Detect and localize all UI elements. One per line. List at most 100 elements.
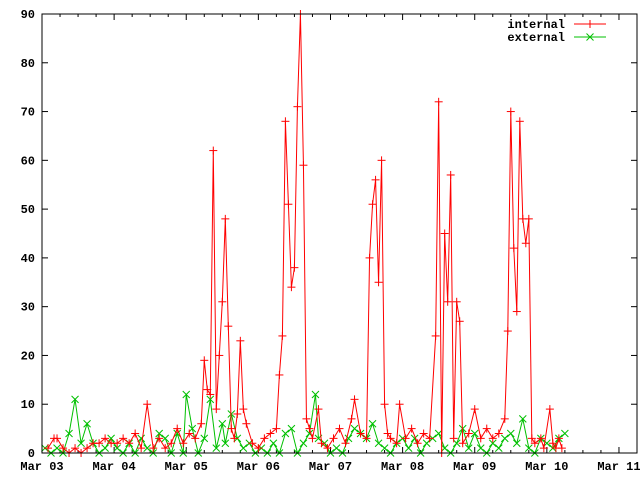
- data-point-external: [494, 444, 503, 452]
- data-point-internal: [239, 405, 248, 414]
- data-point-internal: [143, 400, 152, 409]
- data-point-internal: [371, 175, 380, 184]
- data-point-internal: [335, 424, 344, 433]
- data-point-external: [561, 429, 569, 438]
- y-tick-label: 20: [21, 349, 35, 363]
- x-tick-label: Mar 05: [165, 460, 208, 474]
- data-point-internal: [488, 434, 497, 443]
- x-tick-label: Mar 10: [525, 460, 568, 474]
- data-point-internal: [545, 405, 554, 414]
- data-point-internal: [161, 444, 170, 453]
- data-point-internal: [281, 117, 290, 126]
- x-tick-label: Mar 03: [20, 460, 63, 474]
- data-point-internal: [248, 439, 257, 448]
- data-point-external: [173, 429, 182, 438]
- y-tick-label: 80: [21, 57, 35, 71]
- data-point-external: [299, 439, 308, 448]
- plot-border: [41, 13, 638, 454]
- data-point-external: [239, 444, 248, 452]
- legend: internal external: [507, 18, 606, 45]
- y-tick-label: 30: [21, 301, 35, 315]
- legend-label-external: external: [507, 31, 565, 45]
- data-point-internal: [401, 434, 410, 443]
- data-point-internal: [494, 429, 503, 438]
- data-point-internal: [95, 439, 104, 448]
- data-point-internal: [131, 429, 140, 438]
- data-point-external: [71, 395, 79, 404]
- data-point-internal: [419, 429, 428, 438]
- data-point-internal: [233, 409, 242, 418]
- data-point-internal: [230, 434, 239, 443]
- data-point-external: [488, 439, 497, 448]
- data-point-external: [311, 390, 320, 399]
- data-point-internal: [341, 439, 350, 448]
- data-point-internal: [434, 97, 443, 106]
- data-point-external: [188, 424, 197, 433]
- data-point-external: [83, 419, 91, 428]
- series-line-internal: [47, 13, 563, 454]
- axis-ticks: 0 10 20 30 40 50 60 70 80 90 Mar 03 Mar 04 Mar 05 Mar…: [20, 8, 640, 474]
- data-point-internal: [236, 336, 245, 345]
- data-point-internal: [431, 331, 440, 340]
- data-point-external: [404, 444, 413, 452]
- data-point-internal: [407, 424, 416, 433]
- data-point-external: [500, 434, 509, 443]
- data-point-internal: [224, 322, 233, 331]
- series-layer: [41, 10, 569, 457]
- data-point-internal: [374, 278, 383, 287]
- data-point-internal: [212, 405, 221, 414]
- data-point-internal: [530, 439, 539, 448]
- data-point-external: [368, 419, 377, 428]
- series-external: [41, 390, 569, 457]
- data-point-external: [200, 434, 209, 443]
- data-point-internal: [470, 405, 479, 414]
- data-point-internal: [155, 434, 164, 443]
- x-tick-label: Mar 09: [453, 460, 496, 474]
- data-point-internal: [521, 239, 530, 248]
- data-point-internal: [209, 146, 218, 155]
- data-point-external: [422, 439, 431, 448]
- data-point-internal: [290, 263, 299, 272]
- data-point-internal: [275, 370, 284, 379]
- data-point-external: [524, 444, 533, 452]
- data-point-internal: [413, 439, 422, 448]
- data-point-internal: [386, 434, 395, 443]
- y-tick-label: 60: [21, 154, 35, 168]
- data-point-external: [107, 434, 115, 443]
- data-point-external: [350, 424, 359, 433]
- data-point-internal: [59, 444, 68, 453]
- data-point-external: [113, 444, 121, 452]
- data-point-external: [440, 444, 449, 452]
- data-point-internal: [137, 444, 146, 453]
- data-point-internal: [395, 400, 404, 409]
- data-point-internal: [509, 244, 518, 253]
- y-tick-label: 90: [21, 8, 35, 22]
- data-point-internal: [347, 414, 356, 423]
- data-point-internal: [482, 424, 491, 433]
- data-point-internal: [197, 419, 206, 428]
- data-point-external: [269, 439, 278, 448]
- data-point-external: [101, 444, 109, 452]
- data-point-internal: [302, 414, 311, 423]
- data-point-internal: [458, 439, 467, 448]
- data-point-internal: [53, 434, 62, 443]
- y-tick-label: 10: [21, 398, 35, 412]
- data-point-internal: [350, 395, 359, 404]
- data-point-internal: [83, 444, 92, 453]
- data-point-internal: [206, 390, 215, 399]
- data-point-internal: [557, 444, 566, 453]
- y-tick-label: 40: [21, 252, 35, 266]
- data-point-internal: [452, 297, 461, 306]
- data-point-internal: [215, 351, 224, 360]
- legend-marker-internal: [586, 20, 594, 28]
- data-point-internal: [554, 434, 563, 443]
- data-point-external: [161, 434, 170, 443]
- x-tick-label: Mar 11: [597, 460, 640, 474]
- data-point-internal: [113, 439, 122, 448]
- data-point-internal: [380, 400, 389, 409]
- data-point-internal: [500, 414, 509, 423]
- data-point-internal: [179, 439, 188, 448]
- data-point-internal: [449, 434, 458, 443]
- data-point-internal: [455, 317, 464, 326]
- data-point-external: [512, 439, 521, 448]
